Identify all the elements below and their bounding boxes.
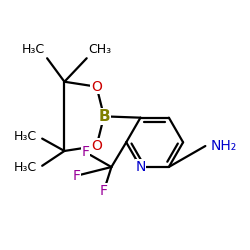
Text: H₃C: H₃C [14, 161, 37, 174]
Text: N: N [135, 160, 146, 174]
Text: F: F [82, 145, 90, 159]
Text: O: O [91, 139, 102, 153]
Text: H₃C: H₃C [22, 43, 45, 56]
Text: F: F [100, 184, 108, 198]
Text: B: B [98, 109, 110, 124]
Text: F: F [73, 169, 81, 183]
Text: CH₃: CH₃ [88, 43, 111, 56]
Text: O: O [91, 80, 102, 94]
Text: NH₂: NH₂ [210, 139, 236, 153]
Text: H₃C: H₃C [14, 130, 37, 142]
